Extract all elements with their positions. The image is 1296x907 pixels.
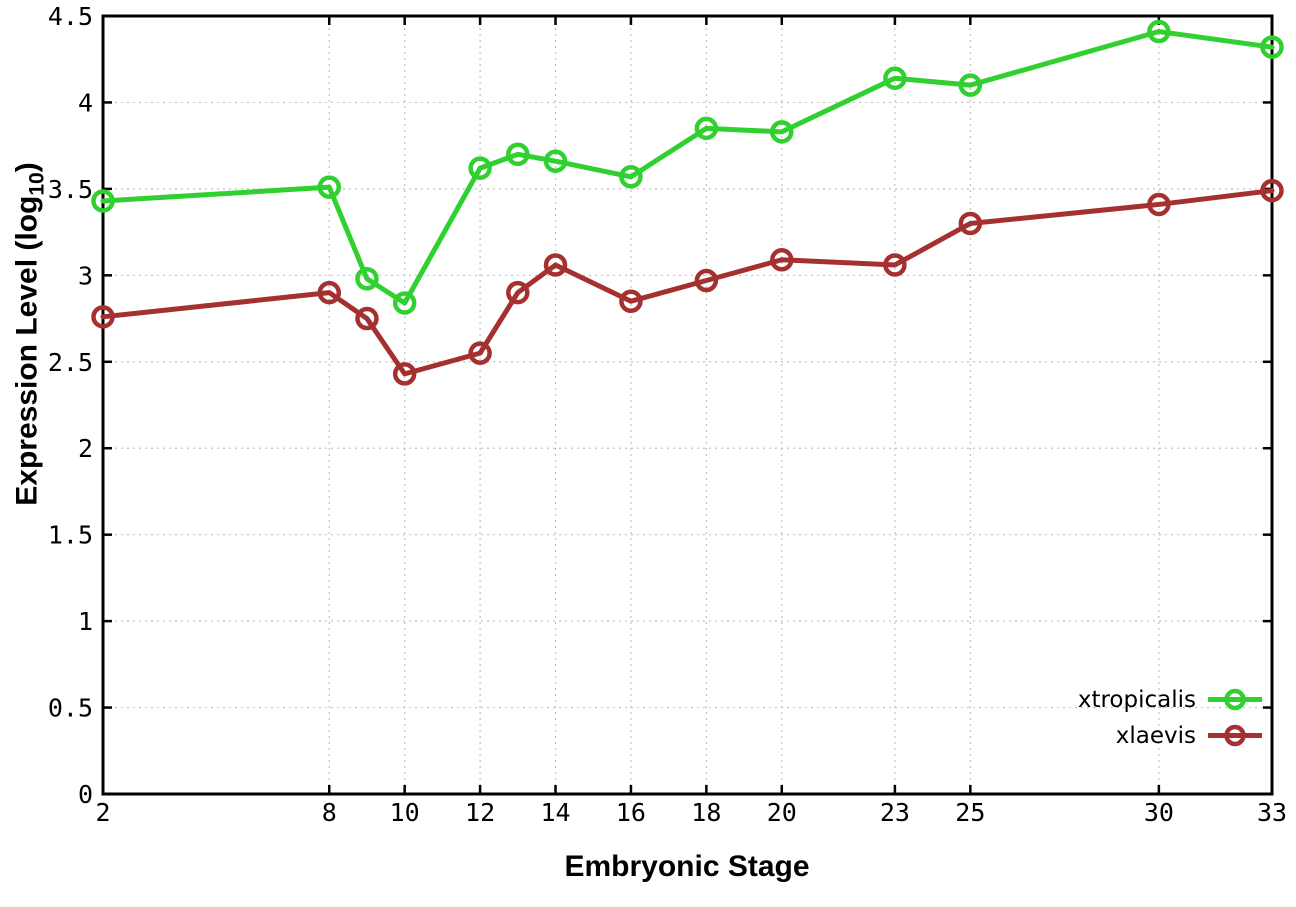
legend-marker-xlaevis-icon [1208, 724, 1262, 747]
y-axis-title-close: ) [10, 162, 44, 173]
x-tick-label-12: 12 [465, 798, 495, 827]
data-point-xtropicalis-18 [694, 116, 719, 141]
data-point-xlaevis-23 [883, 253, 907, 277]
y-tick-label-1.5: 1.5 [48, 521, 93, 550]
y-tick-label-1: 1 [78, 607, 93, 636]
legend-marker-xtropicalis-icon [1208, 688, 1262, 711]
data-point-xlaevis-33 [1260, 178, 1284, 203]
data-point-xlaevis-13 [506, 280, 530, 305]
series-line-xlaevis [100, 188, 1275, 377]
legend: xtropicalis xlaevis [1078, 684, 1264, 751]
y-axis-title-base: Expression Level (log [10, 195, 44, 506]
x-tick-label-33: 33 [1257, 798, 1287, 827]
x-tick-label-8: 8 [322, 798, 337, 827]
x-tick-label-16: 16 [616, 798, 646, 827]
y-tick-label-2: 2 [78, 434, 93, 463]
data-point-xtropicalis-13 [506, 142, 530, 167]
x-tick-label-20: 20 [767, 798, 797, 827]
data-point-xtropicalis-9 [355, 267, 379, 291]
legend-label-xtropicalis: xtropicalis [1077, 686, 1196, 713]
x-tick-label-2: 2 [95, 798, 110, 827]
data-point-xlaevis-16 [619, 289, 643, 314]
y-axis-title: Expression Level (log10) [11, 162, 50, 505]
y-tick-label-2.5: 2.5 [48, 348, 93, 377]
x-tick-label-30: 30 [1144, 798, 1174, 827]
data-point-xlaevis-9 [355, 306, 379, 331]
data-point-xtropicalis-12 [468, 156, 492, 180]
x-tick-label-14: 14 [540, 798, 570, 827]
data-point-xtropicalis-25 [958, 73, 983, 97]
data-point-xtropicalis-30 [1147, 19, 1171, 44]
data-point-xtropicalis-33 [1260, 35, 1284, 59]
data-point-xtropicalis-20 [770, 120, 794, 144]
x-tick-label-25: 25 [955, 798, 985, 827]
y-tick-label-3: 3 [78, 261, 93, 290]
x-tick-label-23: 23 [880, 798, 910, 827]
data-point-xtropicalis-14 [543, 149, 568, 173]
data-point-xtropicalis-23 [883, 66, 907, 90]
y-tick-label-3.5: 3.5 [48, 175, 93, 204]
data-point-xlaevis-2 [91, 305, 115, 329]
y-tick-label-0.5: 0.5 [48, 694, 93, 723]
data-point-xlaevis-14 [543, 253, 568, 277]
data-point-xlaevis-18 [694, 268, 719, 293]
x-tick-label-18: 18 [691, 798, 721, 827]
data-point-xtropicalis-2 [91, 189, 115, 213]
x-tick-label-10: 10 [390, 798, 420, 827]
legend-item-xtropicalis: xtropicalis [1078, 684, 1264, 715]
y-axis-title-subscript: 10 [25, 172, 49, 196]
data-point-xlaevis-8 [317, 280, 342, 305]
series-line-xtropicalis [100, 29, 1275, 306]
y-tick-label-4: 4 [78, 88, 93, 117]
y-tick-label-0: 0 [78, 780, 93, 809]
data-point-xlaevis-10 [392, 362, 417, 386]
data-point-xtropicalis-8 [317, 175, 342, 199]
plot-border [101, 14, 1274, 796]
legend-item-xlaevis: xlaevis [1116, 720, 1264, 751]
x-axis-title: Embryonic Stage [564, 850, 810, 883]
data-point-xlaevis-30 [1147, 192, 1171, 217]
data-point-xlaevis-25 [958, 211, 983, 236]
legend-label-xlaevis: xlaevis [1115, 722, 1196, 749]
data-point-xlaevis-12 [468, 341, 492, 365]
data-point-xtropicalis-10 [392, 291, 417, 315]
y-tick-label-4.5: 4.5 [48, 2, 93, 31]
data-point-xtropicalis-16 [619, 165, 643, 189]
data-point-xlaevis-20 [770, 248, 794, 272]
